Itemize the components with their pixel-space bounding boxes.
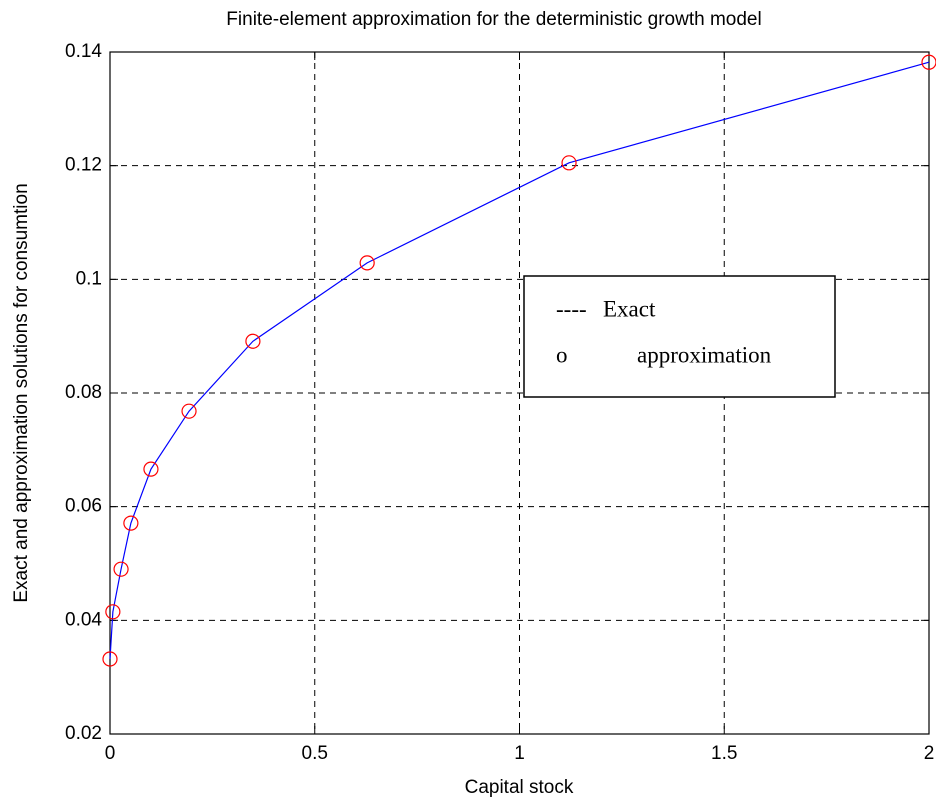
x-tick-label: 1.5 [711,743,737,764]
y-tick-label: 0.06 [65,496,102,517]
legend-marker: ---- [556,296,587,321]
y-tick-label: 0.1 [76,268,102,289]
page: Finite-element approximation for the det… [0,0,936,806]
x-tick-label: 1 [514,743,525,764]
y-tick-label: 0.02 [65,723,102,744]
x-tick-label: 0.5 [302,743,328,764]
legend-marker: o [556,342,568,367]
x-tick-label: 0 [105,743,116,764]
y-tick-label: 0.14 [65,41,102,62]
legend-box [524,276,835,397]
y-tick-label: 0.04 [65,609,102,630]
legend-label: approximation [637,342,772,367]
x-tick-label: 2 [924,743,935,764]
legend-label: Exact [603,296,656,321]
background [0,0,936,806]
x-axis-label: Capital stock [465,777,574,798]
chart: Finite-element approximation for the det… [0,0,936,806]
chart-title: Finite-element approximation for the det… [226,9,761,30]
y-tick-label: 0.12 [65,155,102,176]
y-tick-label: 0.08 [65,382,102,403]
y-axis-label: Exact and approximation solutions for co… [11,183,32,602]
